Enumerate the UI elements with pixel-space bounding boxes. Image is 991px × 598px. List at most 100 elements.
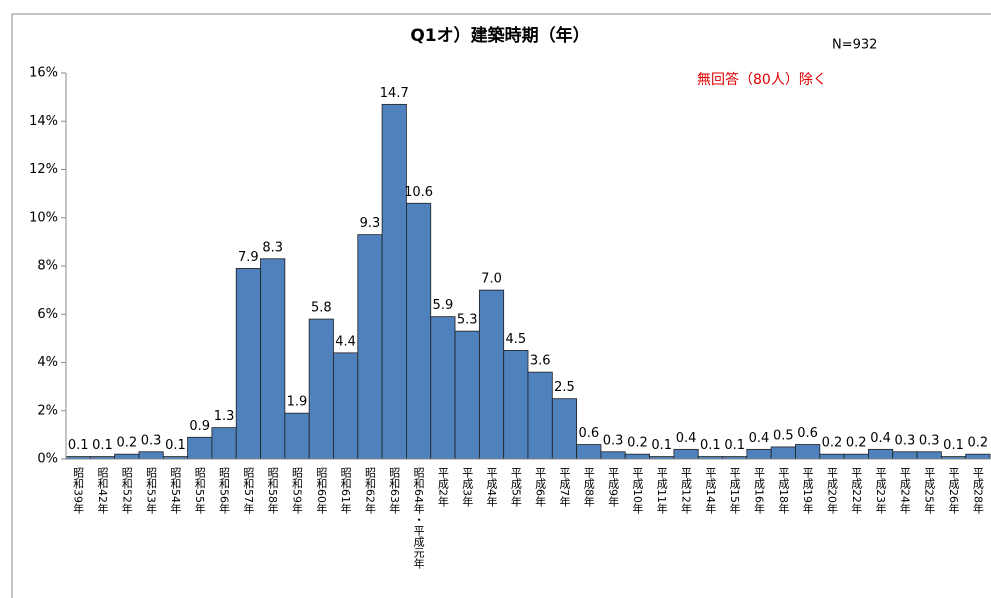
x-tick-label: 平成9年 — [607, 467, 620, 507]
x-tick-label: 平成14年 — [704, 467, 717, 514]
value-label: 0.1 — [724, 438, 745, 453]
bar — [260, 258, 286, 460]
bar — [624, 453, 650, 460]
value-label: 5.8 — [311, 301, 332, 316]
y-tick-label: 8% — [37, 259, 58, 274]
value-label: 0.9 — [189, 419, 210, 434]
bar — [308, 318, 334, 460]
value-label: 0.1 — [651, 438, 672, 453]
bar — [551, 398, 578, 460]
bar — [965, 453, 991, 460]
y-tick-label: 6% — [37, 307, 58, 322]
x-tick-label: 昭和63年 — [388, 467, 401, 514]
sample-size: N=932 — [832, 38, 877, 53]
x-tick-label: 平成20年 — [825, 467, 838, 514]
bar — [746, 448, 772, 460]
x-tick-label: 昭和57年 — [242, 467, 255, 514]
bar — [673, 448, 699, 460]
x-tick-label: 昭和59年 — [291, 467, 304, 514]
value-label: 4.5 — [505, 332, 526, 347]
bar — [770, 446, 796, 460]
x-tick-label: 昭和62年 — [363, 467, 376, 514]
chart-title: Q1オ）建築時期（年） — [410, 25, 589, 46]
value-label: 0.2 — [967, 436, 988, 451]
bar — [381, 103, 407, 460]
bar — [600, 451, 626, 460]
bar — [357, 234, 383, 460]
x-tick-label: 平成26年 — [947, 467, 960, 514]
bar — [284, 412, 310, 460]
x-tick-label: 平成18年 — [777, 467, 790, 514]
y-tick-label: 4% — [37, 355, 58, 370]
value-label: 0.1 — [165, 438, 186, 453]
y-tick-label: 12% — [29, 162, 58, 177]
value-label: 0.4 — [676, 431, 697, 446]
x-tick-label: 平成12年 — [680, 467, 693, 514]
value-label: 10.6 — [404, 185, 433, 200]
value-label: 0.3 — [895, 433, 916, 448]
bar — [187, 436, 213, 460]
value-label: 0.4 — [870, 431, 891, 446]
x-tick-label: 平成3年 — [461, 467, 474, 507]
x-tick-label: 平成5年 — [509, 467, 522, 507]
value-label: 0.3 — [919, 433, 940, 448]
x-tick-label: 平成10年 — [631, 467, 644, 514]
value-label: 9.3 — [360, 216, 381, 231]
y-tick-label: 0% — [37, 452, 58, 467]
value-label: 5.3 — [457, 313, 478, 328]
x-tick-label: 昭和54年 — [169, 467, 182, 514]
value-label: 0.1 — [92, 438, 113, 453]
x-tick-label: 昭和60年 — [315, 467, 328, 514]
x-tick-label: 平成8年 — [582, 467, 595, 507]
x-tick-label: 平成4年 — [485, 467, 498, 507]
value-label: 0.2 — [822, 436, 843, 451]
value-label: 4.4 — [335, 334, 356, 349]
x-tick-label: 平成15年 — [728, 467, 741, 514]
x-tick-label: 昭和52年 — [120, 467, 133, 514]
value-label: 0.5 — [773, 428, 794, 443]
value-label: 7.9 — [238, 250, 259, 265]
x-tick-label: 平成11年 — [655, 467, 668, 514]
value-label: 0.6 — [578, 426, 599, 441]
x-tick-label: 昭和39年 — [72, 467, 85, 514]
value-label: 0.2 — [627, 436, 648, 451]
x-tick-label: 平成25年 — [923, 467, 936, 514]
bar — [843, 453, 869, 460]
x-tick-label: 平成22年 — [850, 467, 863, 514]
bar — [478, 289, 505, 460]
value-label: 0.1 — [68, 438, 89, 453]
bar — [795, 444, 821, 460]
x-tick-label: 平成24年 — [898, 467, 911, 514]
y-tick-label: 10% — [29, 210, 58, 225]
value-label: 2.5 — [554, 380, 575, 395]
value-label: 5.9 — [433, 298, 454, 313]
value-label: 0.1 — [700, 438, 721, 453]
value-label: 3.6 — [530, 354, 551, 369]
x-tick-label: 昭和42年 — [96, 467, 109, 514]
value-label: 0.2 — [846, 436, 867, 451]
bar — [138, 451, 164, 460]
x-tick-label: 平成7年 — [558, 467, 571, 507]
x-tick-label: 平成28年 — [971, 467, 984, 514]
value-label: 8.3 — [262, 240, 283, 255]
value-label: 0.1 — [943, 438, 964, 453]
x-tick-label: 平成6年 — [534, 467, 547, 507]
x-tick-label: 昭和61年 — [339, 467, 352, 514]
bar — [430, 316, 456, 460]
y-tick-label: 14% — [29, 114, 58, 129]
value-label: 0.3 — [603, 433, 624, 448]
value-label: 0.4 — [749, 431, 770, 446]
bar — [527, 371, 553, 460]
bar — [114, 453, 140, 460]
bar — [819, 453, 845, 460]
x-tick-label: 平成23年 — [874, 467, 887, 514]
bar — [211, 427, 237, 460]
value-label: 1.3 — [214, 409, 235, 424]
value-label: 0.6 — [797, 426, 818, 441]
x-tick-label: 平成16年 — [753, 467, 766, 514]
x-tick-label: 平成19年 — [801, 467, 814, 514]
bar — [503, 350, 529, 460]
value-label: 7.0 — [481, 272, 502, 287]
x-tick-label: 昭和64年・平成元年 — [412, 467, 425, 569]
